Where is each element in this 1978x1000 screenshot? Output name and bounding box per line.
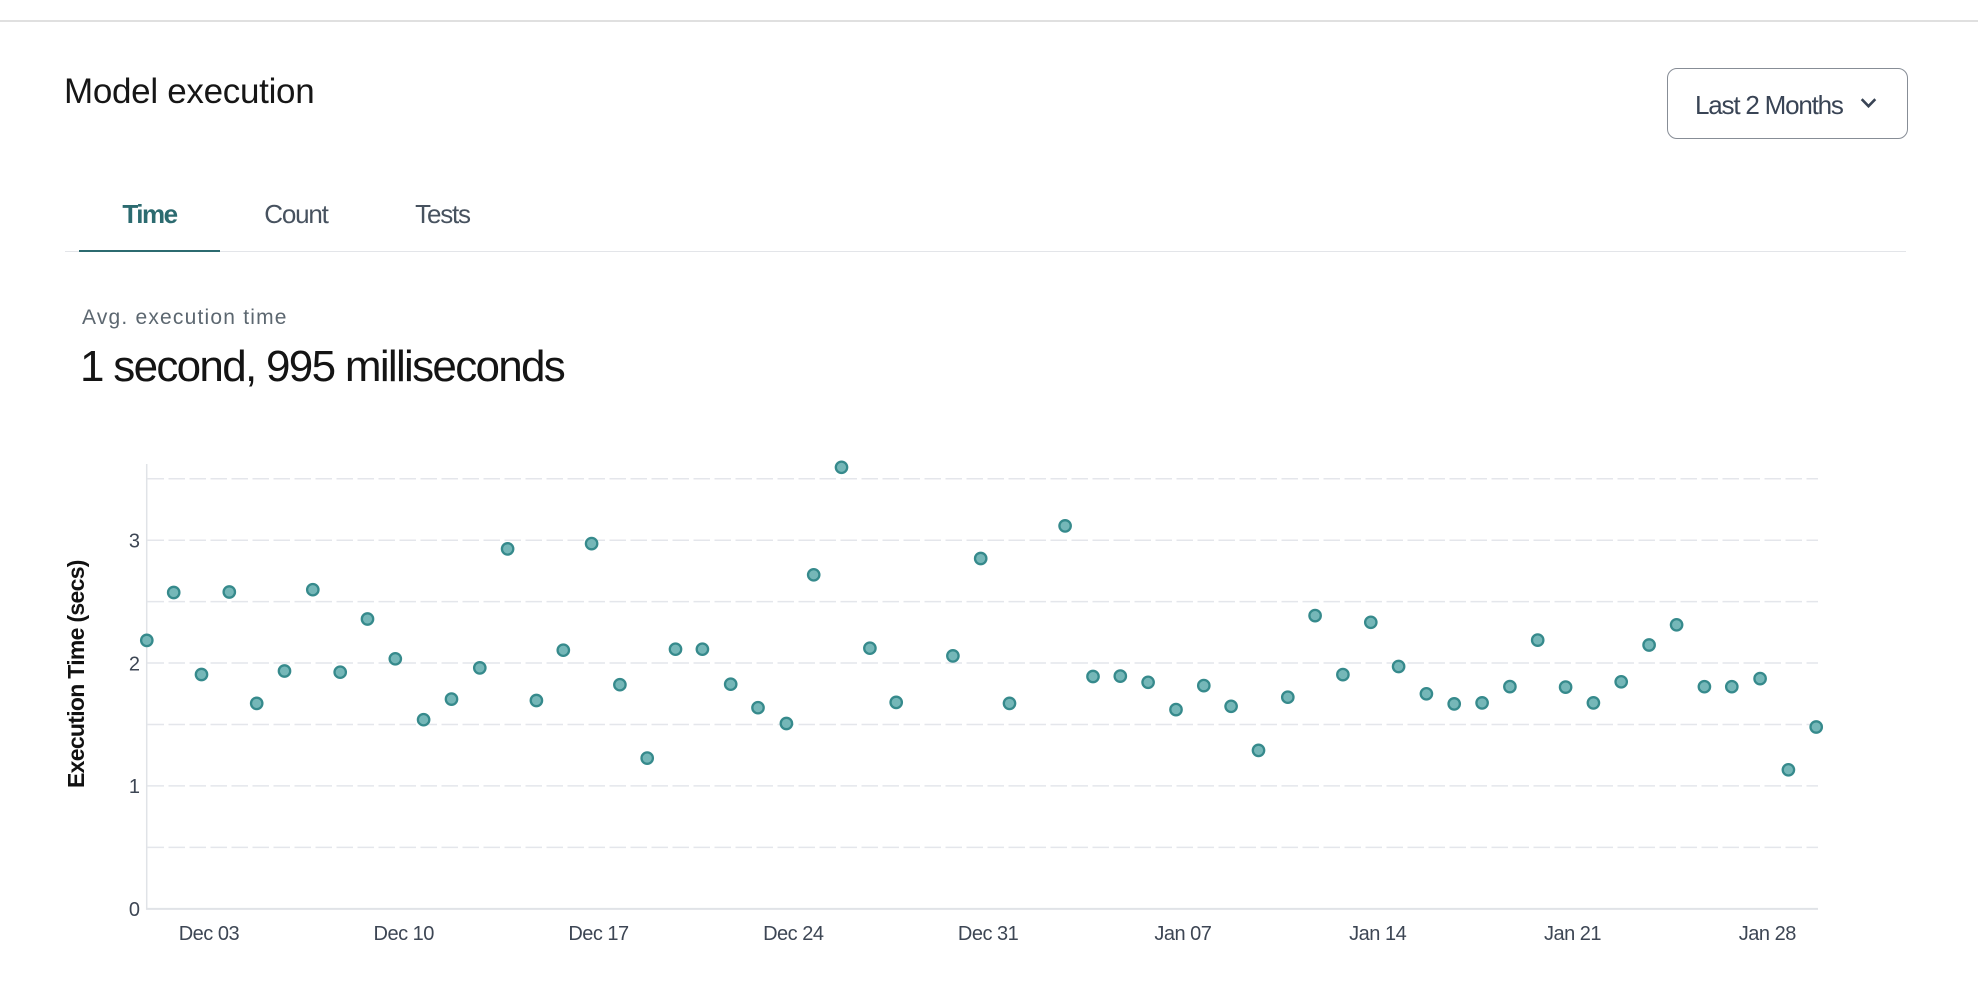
svg-text:Dec 24: Dec 24 [763, 923, 824, 945]
svg-text:Jan 28: Jan 28 [1739, 923, 1796, 945]
svg-text:Jan 14: Jan 14 [1349, 923, 1406, 945]
svg-text:2: 2 [129, 653, 140, 675]
svg-text:Dec 17: Dec 17 [568, 923, 629, 945]
svg-text:1: 1 [129, 776, 140, 798]
svg-text:Dec 10: Dec 10 [374, 923, 435, 945]
svg-text:Jan 07: Jan 07 [1154, 923, 1211, 945]
svg-text:Execution Time (secs): Execution Time (secs) [63, 560, 89, 788]
svg-text:Jan 21: Jan 21 [1544, 923, 1601, 945]
svg-text:Dec 03: Dec 03 [179, 923, 240, 945]
svg-text:0: 0 [129, 899, 140, 921]
svg-text:3: 3 [129, 531, 140, 553]
svg-text:Dec 31: Dec 31 [958, 923, 1019, 945]
